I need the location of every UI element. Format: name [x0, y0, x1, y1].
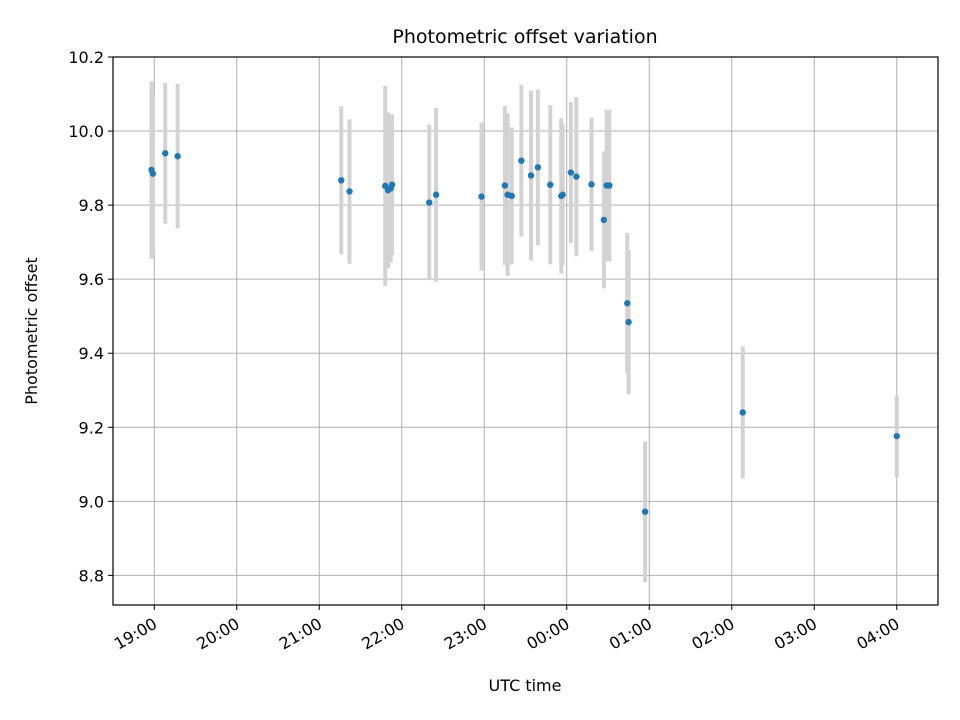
y-tick-label: 9.4 [79, 344, 104, 363]
data-point [478, 193, 485, 200]
grid [113, 56, 938, 605]
y-tick-label: 10.0 [68, 122, 104, 141]
data-point [346, 188, 353, 195]
y-axis-label: Photometric offset [22, 257, 41, 405]
data-point [573, 173, 580, 180]
data-point [559, 191, 566, 198]
y-tick-label: 8.8 [79, 566, 104, 585]
data-point [625, 318, 632, 326]
axes-frame [112, 56, 939, 606]
data-point [426, 199, 433, 206]
data-point [606, 182, 613, 189]
data-point [388, 181, 396, 188]
y-tick-label: 9.0 [79, 492, 104, 511]
data-point [149, 170, 157, 177]
data-point [432, 191, 440, 198]
data-point [518, 157, 525, 164]
data-point [567, 169, 575, 176]
data-point [527, 172, 535, 179]
data-point [588, 181, 595, 188]
data-point [600, 216, 608, 224]
data-point [893, 432, 900, 440]
data-points [148, 150, 900, 515]
data-point [338, 177, 345, 184]
data-point [624, 300, 631, 307]
y-axis-ticks: 8.8 9.0 9.2 9.4 9.6 9.8 10.0 10.2 [68, 48, 113, 585]
plot-area [113, 57, 938, 605]
data-point [501, 182, 509, 189]
data-point [162, 150, 169, 157]
data-point [547, 181, 554, 188]
data-point [534, 164, 542, 171]
y-tick-label: 9.2 [79, 418, 104, 437]
data-point [641, 508, 649, 515]
y-tick-label: 10.2 [68, 48, 104, 67]
y-tick-label: 9.8 [79, 196, 104, 215]
chart-title: Photometric offset variation [392, 26, 657, 48]
data-point [174, 153, 181, 160]
y-tick-label: 9.6 [79, 270, 104, 289]
x-axis-label: UTC time [489, 676, 562, 695]
data-point [739, 409, 746, 416]
data-point [508, 192, 515, 200]
